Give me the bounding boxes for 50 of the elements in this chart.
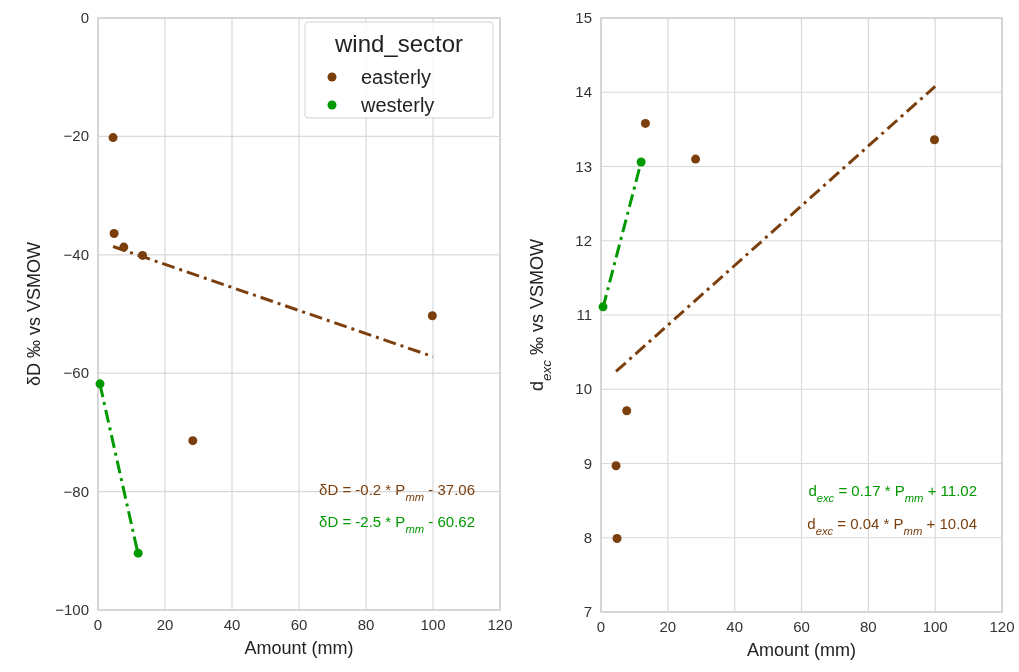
legend-label: easterly bbox=[361, 66, 432, 88]
annotation: δD = -0.2 * P$_{mm}$ - 37.06 bbox=[319, 480, 475, 503]
x-tick-label: 20 bbox=[156, 616, 174, 633]
x-axis-title: Amount (mm) bbox=[746, 640, 857, 660]
x-tick-label: 120 bbox=[487, 616, 513, 633]
y-tick-label: −20 bbox=[63, 127, 89, 145]
y-tick-label: 13 bbox=[575, 157, 592, 175]
x-axis-title: Amount (mm) bbox=[244, 638, 354, 658]
point bbox=[133, 548, 143, 558]
y-tick-label: −100 bbox=[55, 601, 89, 618]
y-tick-label: 11 bbox=[576, 306, 592, 323]
y-tick-label: 14 bbox=[575, 83, 592, 101]
annotation: δD = -2.5 * P$_{mm}$ - 60.62 bbox=[319, 513, 475, 536]
y-tick-label: 0 bbox=[80, 9, 89, 26]
y-axis-title: δD ‰ vs VSMOW bbox=[24, 241, 44, 387]
legend-title: wind_sector bbox=[333, 30, 464, 57]
y-tick-label: 7 bbox=[583, 603, 592, 620]
x-tick-label: 0 bbox=[93, 616, 103, 633]
x-tick-label: 100 bbox=[420, 616, 446, 633]
point bbox=[612, 533, 622, 543]
x-tick-label: 120 bbox=[989, 618, 1015, 635]
point bbox=[622, 406, 632, 416]
y-tick-label: −40 bbox=[63, 245, 89, 263]
point bbox=[188, 436, 198, 446]
point bbox=[640, 118, 650, 128]
x-tick-label: 100 bbox=[922, 618, 948, 635]
x-tick-label: 80 bbox=[859, 618, 877, 635]
point bbox=[427, 311, 437, 321]
y-tick-label: 8 bbox=[583, 528, 592, 546]
x-tick-label: 80 bbox=[357, 616, 375, 633]
y-tick-label: 12 bbox=[575, 231, 592, 249]
annotation: d$_{exc}$ = 0.17 * P$_{mm}$ + 11.02 bbox=[808, 482, 977, 505]
y-tick-label: −60 bbox=[63, 364, 89, 382]
point bbox=[108, 133, 118, 143]
x-tick-label: 60 bbox=[290, 616, 308, 633]
annotation: d$_{exc}$ = 0.04 * P$_{mm}$ + 10.04 bbox=[807, 514, 977, 537]
x-tick-label: 60 bbox=[793, 618, 810, 635]
y-tick-label: 15 bbox=[575, 9, 592, 26]
x-tick-label: 40 bbox=[223, 616, 241, 633]
y-tick-label: 10 bbox=[575, 380, 592, 398]
y-tick-label: −80 bbox=[63, 482, 89, 500]
legend-label: westerly bbox=[360, 94, 435, 116]
point bbox=[691, 154, 701, 164]
y-tick-label: 9 bbox=[583, 454, 592, 472]
point bbox=[930, 135, 939, 145]
x-tick-label: 20 bbox=[659, 618, 677, 635]
x-tick-label: 0 bbox=[596, 618, 606, 635]
point bbox=[611, 461, 621, 471]
point bbox=[109, 228, 119, 238]
x-tick-label: 40 bbox=[726, 618, 744, 635]
